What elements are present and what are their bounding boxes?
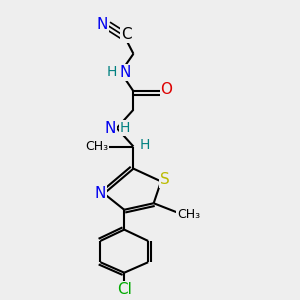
Text: Cl: Cl xyxy=(117,282,132,297)
Text: CH₃: CH₃ xyxy=(85,140,108,153)
Text: N: N xyxy=(119,65,131,80)
Text: C: C xyxy=(121,27,131,42)
Text: N: N xyxy=(94,186,106,201)
Text: N: N xyxy=(97,16,108,32)
Text: H: H xyxy=(139,138,150,152)
Text: CH₃: CH₃ xyxy=(177,208,200,220)
Text: S: S xyxy=(160,172,169,188)
Text: O: O xyxy=(160,82,172,97)
Text: H: H xyxy=(106,65,116,79)
Text: H: H xyxy=(120,121,130,135)
Text: N: N xyxy=(105,121,116,136)
